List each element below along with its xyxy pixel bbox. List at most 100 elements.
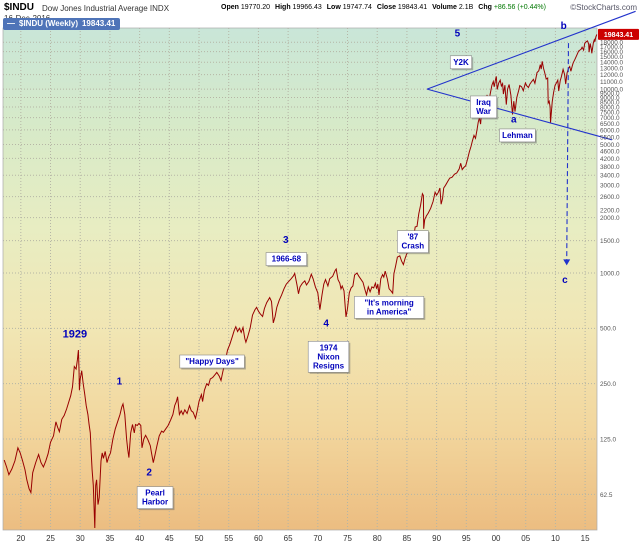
- quote-value-chg: +86.56 (+0.44%): [491, 4, 546, 11]
- series-legend[interactable]: — $INDU (Weekly) 19843.41: [3, 18, 121, 30]
- label-box: [470, 95, 497, 119]
- quote-label-low: Low: [326, 4, 341, 11]
- quote-label-high: High: [275, 4, 291, 11]
- y-axis-label: 500.0: [600, 326, 616, 333]
- label-text: 1974: [320, 343, 338, 352]
- x-axis-label: 55: [224, 534, 233, 543]
- label-text: Nixon: [317, 352, 339, 361]
- upper-trendline: [426, 10, 636, 90]
- annotation-wave-3: 3: [283, 235, 289, 246]
- annotation-wave-5: 5: [455, 29, 461, 40]
- event-label-y2k: Y2K: [449, 55, 474, 71]
- y-axis-label: 12000.0: [600, 72, 624, 79]
- x-axis-label: 40: [135, 534, 144, 543]
- plot-background: [3, 28, 597, 530]
- ohlc-quote: Open 19770.20 High 19966.43 Low 19747.74 Cl…: [216, 4, 546, 11]
- x-axis-label: 65: [284, 534, 293, 543]
- x-axis-label: 35: [105, 534, 114, 543]
- quote-label-open: Open: [221, 4, 239, 11]
- label-text: Y2K: [453, 58, 469, 67]
- label-box: [136, 486, 174, 509]
- x-axis-label: 90: [432, 534, 441, 543]
- x-axis-label: 95: [462, 534, 471, 543]
- label-text: 1966-68: [272, 255, 302, 264]
- wave-labels: 1929 1 2 3 4 5 a b c: [63, 21, 569, 479]
- quote-label-volume: Volume: [432, 4, 457, 11]
- y-axis-label: 4600.0: [600, 149, 620, 156]
- event-label-happy-days: "Happy Days": [179, 354, 246, 370]
- c-projection-arrow: [563, 43, 571, 266]
- y-axis-label: 10000.0: [600, 87, 624, 94]
- annotation-wave-c: c: [562, 275, 568, 286]
- y-axis-label: 5000.0: [600, 142, 620, 149]
- x-axis-label: 60: [254, 534, 263, 543]
- x-axis-label: 20: [16, 534, 25, 543]
- y-axis-label: 8000.0: [600, 104, 620, 111]
- y-axis-label: 250.0: [600, 381, 616, 388]
- label-text: Pearl: [145, 489, 165, 498]
- y-axis-label: 9500.0: [600, 91, 620, 98]
- label-box: [265, 252, 307, 266]
- annotation-wave-1: 1: [117, 377, 123, 388]
- x-axis-label: 70: [313, 534, 322, 543]
- y-axis-label: 14000.0: [600, 60, 624, 67]
- label-box: [307, 341, 350, 373]
- y-axis-label: 3400.0: [600, 173, 620, 180]
- label-text: "It's morning: [364, 298, 413, 307]
- x-axis-label: 00: [492, 534, 501, 543]
- series-legend-label: $INDU (Weekly): [19, 19, 78, 28]
- y-axis-label: 13000.0: [600, 66, 624, 73]
- series-line-swatch: —: [7, 19, 15, 28]
- y-axis-label: 4200.0: [600, 156, 620, 163]
- y-axis-label: 11000.0: [600, 79, 623, 86]
- quote-value-open: 19770.20: [238, 4, 271, 11]
- y-axis-label: 17000.0: [600, 44, 624, 51]
- x-axis-label: 80: [373, 534, 382, 543]
- series-legend-value: 19843.41: [81, 19, 116, 28]
- x-axis-label: 10: [551, 534, 560, 543]
- annotation-wave-4: 4: [323, 319, 329, 330]
- y-axis-label: 3800.0: [600, 164, 620, 171]
- x-axis-label: 05: [521, 534, 530, 543]
- label-text: Iraq: [476, 98, 491, 107]
- label-box: [397, 230, 429, 253]
- lower-trendline: [426, 88, 612, 141]
- y-axis-label: 125.0: [600, 436, 616, 443]
- y-axis-label: 7000.0: [600, 115, 620, 122]
- y-axis-label: 18000.0: [600, 40, 624, 47]
- x-axis: 20 25 30 35 40 45 50 55 60 65 70 75 80 85 90 95 00 05 10 15: [16, 534, 590, 543]
- label-box: [354, 296, 425, 319]
- x-axis-label: 50: [195, 534, 204, 543]
- x-axis-label: 25: [46, 534, 55, 543]
- quote-value-low: 19747.74: [340, 4, 372, 11]
- y-axis-label: 5500.0: [600, 134, 620, 141]
- y-axis: 18000.017000.016000.015000.014000.013000…: [600, 40, 624, 499]
- label-box: [179, 354, 245, 369]
- y-axis-label: 16000.0: [600, 49, 624, 56]
- annotation-wave-2: 2: [146, 468, 152, 479]
- x-axis-label: 85: [402, 534, 411, 543]
- symbol: $INDU: [4, 2, 35, 13]
- label-text: War: [476, 107, 491, 116]
- quote-label-close: Close: [376, 4, 396, 11]
- label-box: [449, 55, 472, 70]
- annotation-wave-1929: 1929: [63, 329, 87, 341]
- arrow-shaft: [566, 43, 570, 262]
- annotation-wave-a: a: [511, 114, 517, 125]
- y-axis-label: 7500.0: [600, 109, 620, 116]
- y-axis-label: 6000.0: [600, 127, 620, 134]
- y-axis-label: 2000.0: [600, 215, 620, 222]
- label-box: [499, 128, 536, 143]
- quote-value-volume: 2.1B: [456, 4, 474, 11]
- copyright: ©StockCharts.com: [570, 3, 637, 12]
- y-axis-label: 6500.0: [600, 121, 620, 128]
- y-axis-label: 8500.0: [600, 99, 620, 106]
- x-axis-label: 30: [76, 534, 85, 543]
- quote-label-chg: Chg: [478, 4, 492, 11]
